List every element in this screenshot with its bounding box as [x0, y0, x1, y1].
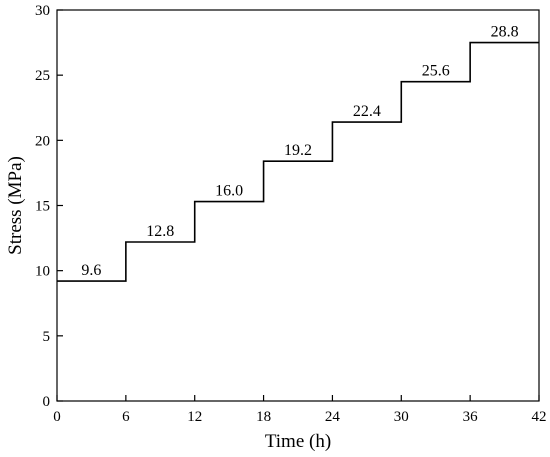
x-tick-label: 36 — [463, 409, 479, 425]
x-tick-label: 18 — [256, 409, 271, 425]
step-value-label: 16.0 — [215, 183, 243, 200]
step-value-label: 25.6 — [422, 63, 450, 80]
step-value-labels: 9.6 12.8 16.0 19.2 22.4 25.6 28.8 — [81, 24, 518, 280]
y-tick-label: 0 — [43, 394, 51, 410]
y-tick-label: 15 — [35, 199, 50, 215]
plot-frame — [56, 9, 540, 402]
x-tick-label: 42 — [532, 409, 547, 425]
x-axis-title: Time (h) — [265, 431, 331, 452]
y-tick-label: 25 — [35, 68, 50, 84]
x-tick-label: 24 — [325, 409, 341, 425]
x-tick-label: 6 — [122, 409, 130, 425]
y-tick-label: 20 — [35, 133, 50, 149]
y-tick-label: 30 — [35, 3, 50, 19]
y-axis-ticks: 0 5 10 15 20 25 30 — [35, 3, 63, 410]
stress-step-line — [57, 41, 539, 282]
y-tick-label: 5 — [43, 329, 51, 345]
step-value-label: 9.6 — [81, 262, 101, 279]
x-tick-label: 0 — [53, 409, 61, 425]
y-tick-label: 10 — [35, 264, 50, 280]
x-tick-label: 30 — [394, 409, 409, 425]
y-axis-title: Stress (MPa) — [5, 156, 26, 255]
step-value-label: 22.4 — [353, 103, 381, 120]
step-value-label: 19.2 — [284, 142, 312, 159]
step-value-label: 12.8 — [146, 223, 174, 240]
x-tick-label: 12 — [187, 409, 202, 425]
step-value-label: 28.8 — [491, 24, 519, 41]
x-axis-ticks: 0 6 12 18 24 30 36 42 — [53, 395, 547, 425]
